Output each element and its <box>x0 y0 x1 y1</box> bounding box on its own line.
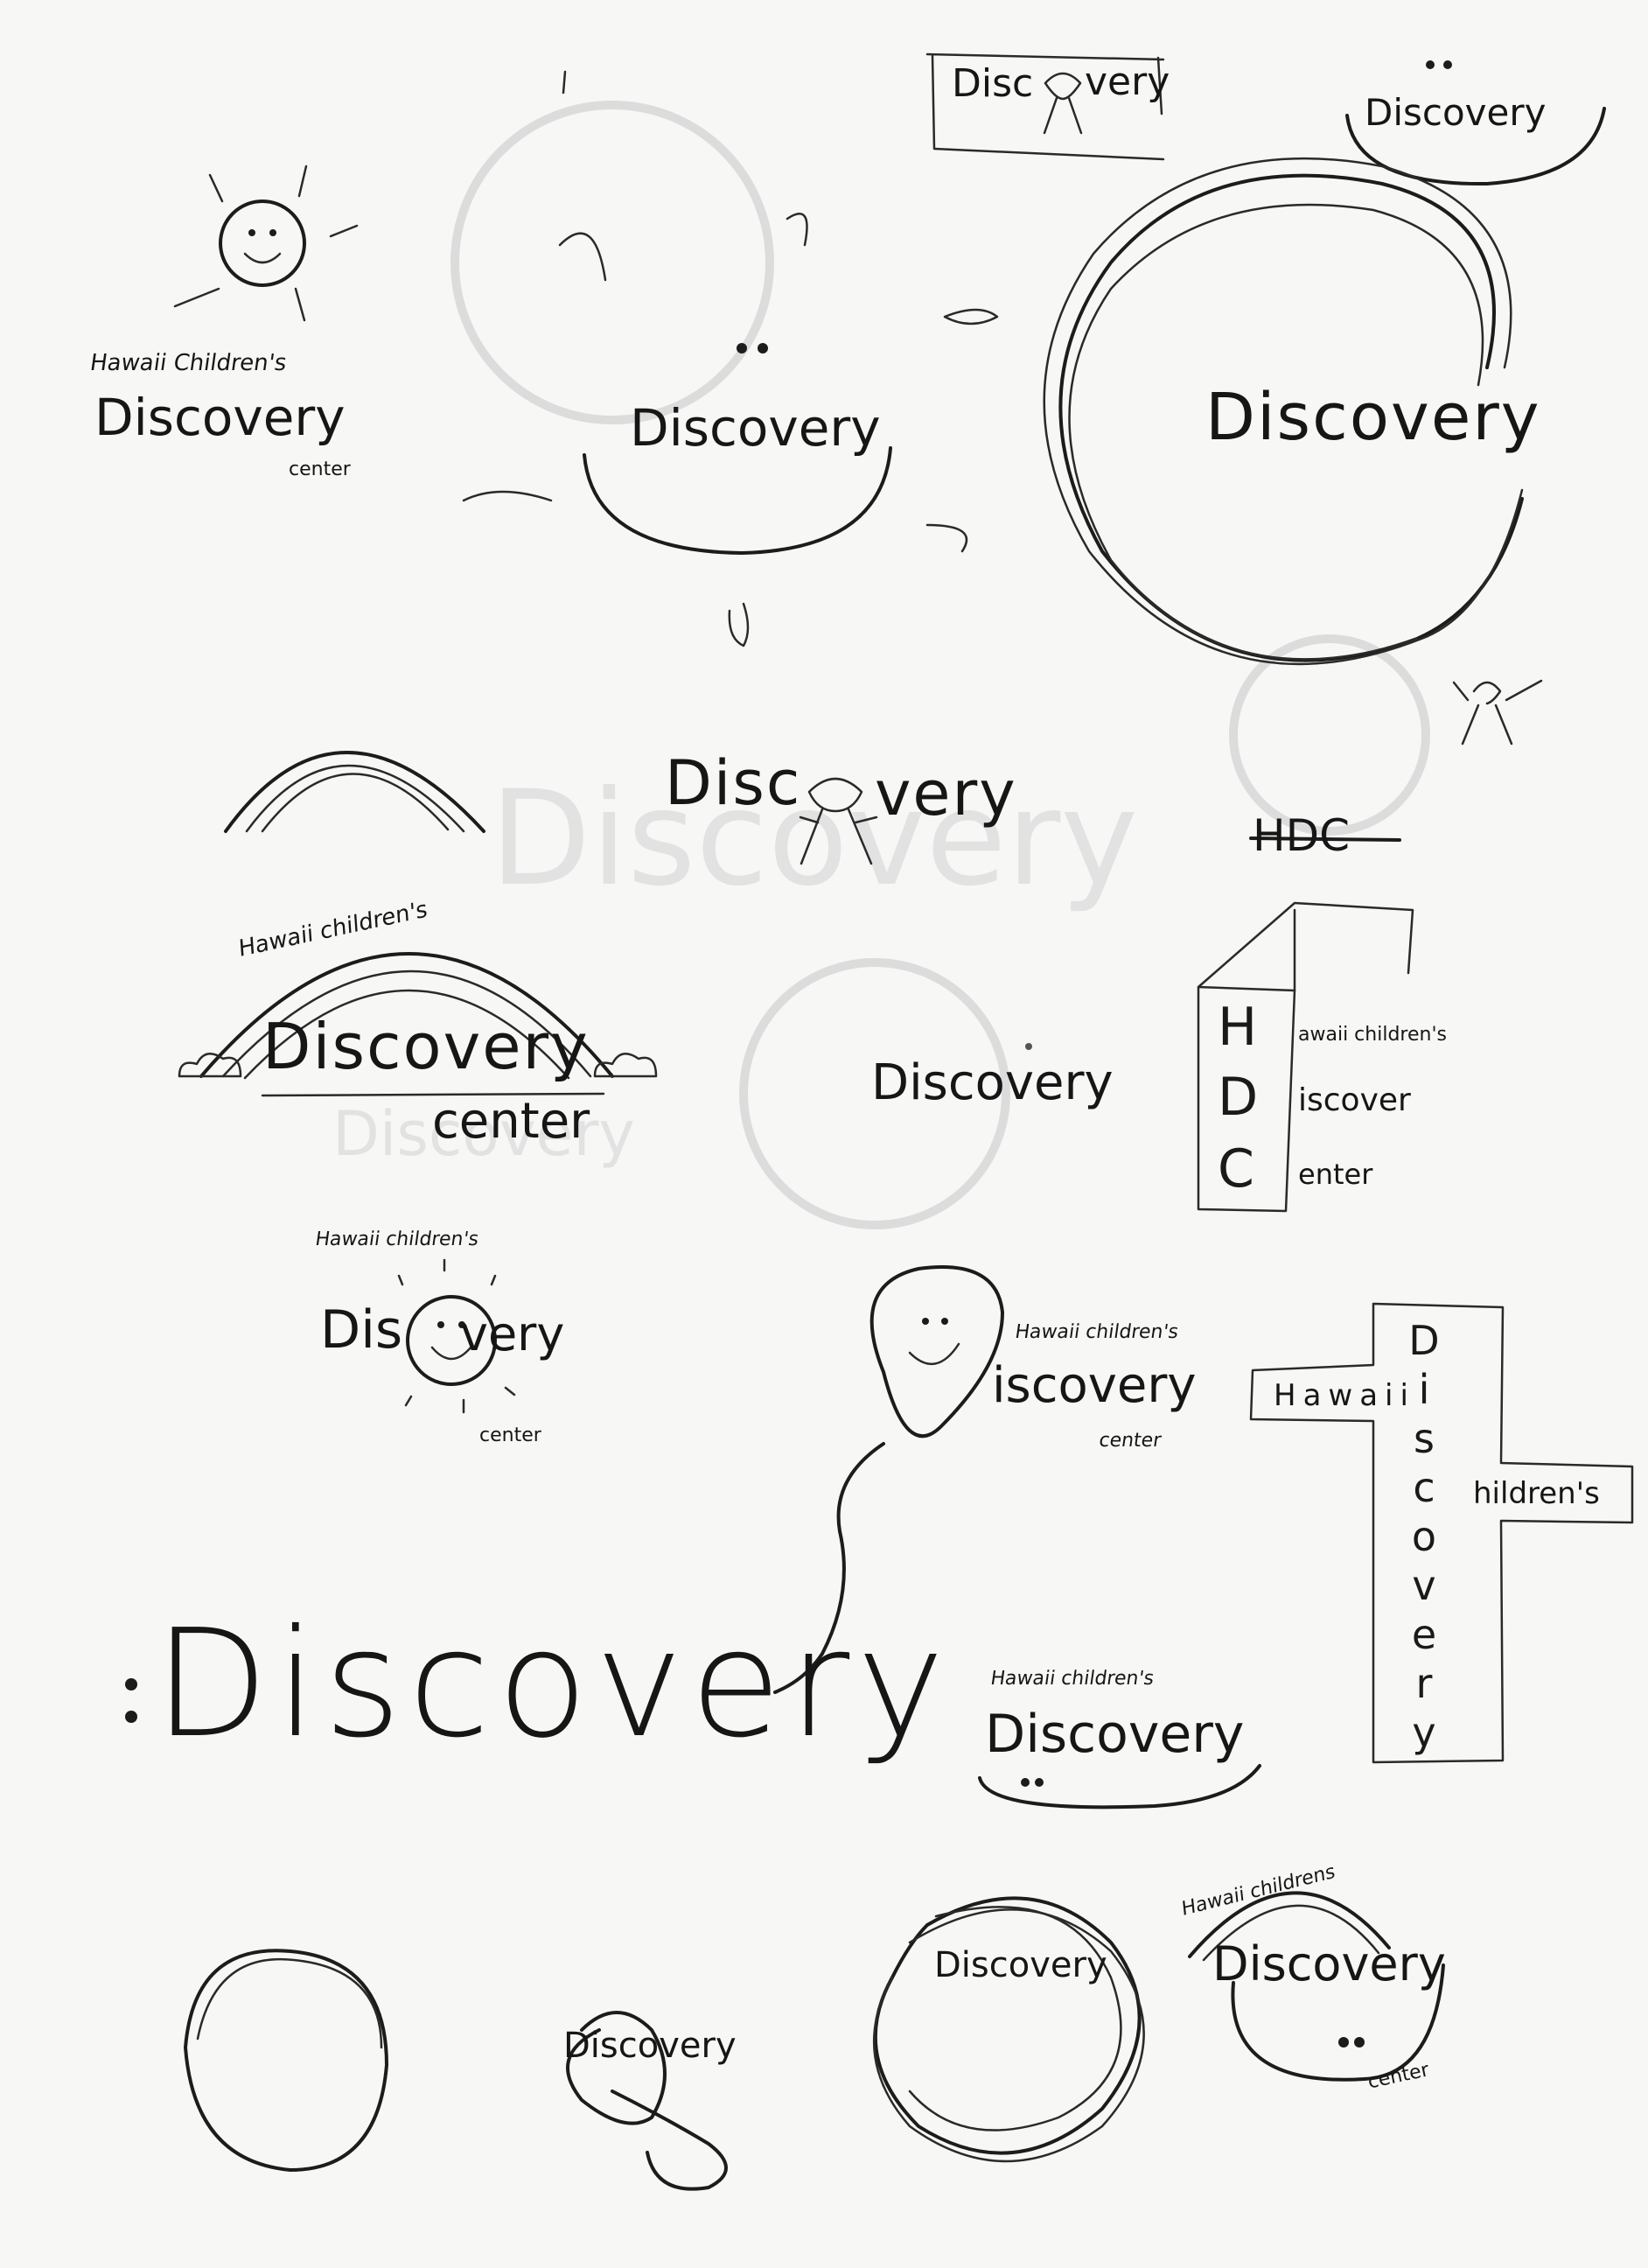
swirl-icon <box>566 2011 728 2191</box>
rainbow-logo-icon <box>178 952 658 1097</box>
hdc-box-icon <box>1197 901 1414 1213</box>
sun-face-icon <box>397 1258 516 1414</box>
huge-word: Discovery <box>154 1598 952 1771</box>
smile-bottom-line1: Hawaii children's <box>988 1668 1156 1690</box>
circle-big-word: Discovery <box>1205 380 1541 455</box>
figure-icon <box>1043 72 1083 135</box>
struck-hdc: HDC <box>1253 810 1351 861</box>
cross-letter: i <box>1418 1366 1430 1413</box>
smile-top-word: Discovery <box>1365 91 1547 134</box>
swirl-circle-icon <box>872 1896 1145 2163</box>
balloon-word: iscovery <box>992 1357 1197 1414</box>
sun-face-line3: center <box>479 1424 541 1446</box>
hdc-letter-h: H <box>1218 997 1258 1058</box>
hdc-letter-c: C <box>1218 1138 1254 1200</box>
figure-center-icon <box>799 777 878 865</box>
smile-arc <box>1345 107 1606 186</box>
balloon-line1: Hawaii children's <box>1013 1321 1180 1343</box>
swirl-circle-word: Discovery <box>934 1945 1107 1985</box>
figure-word-a: Disc <box>665 747 802 819</box>
smile-bottom-arc <box>978 1764 1261 1810</box>
sun-face-word-a: Dis <box>320 1299 403 1361</box>
cross-letter: v <box>1412 1562 1436 1609</box>
hdc-rest-1: awaii children's <box>1298 1024 1447 1046</box>
balloon-icon <box>773 1265 1004 1694</box>
figure-small-icon <box>1452 679 1543 746</box>
swirl-word: Discovery <box>563 2026 737 2066</box>
svg-text:Discovery: Discovery <box>332 1098 635 1170</box>
arc-face-icon <box>1188 1891 1445 2082</box>
sun-small-line1: Hawaii Children's <box>88 350 289 376</box>
sun-big-word: Discovery <box>630 398 881 458</box>
svg-text:Discovery: Discovery <box>490 763 1138 915</box>
box-logo-word-b: very <box>1085 60 1170 104</box>
rainbow-word: Discovery <box>262 1010 590 1083</box>
sun-face-word-b: very <box>460 1306 565 1362</box>
balloon-line3: center <box>1097 1430 1163 1452</box>
cross-letter: y <box>1412 1709 1436 1756</box>
sun-face-line1: Hawaii children's <box>313 1228 480 1250</box>
sun-big-icon <box>462 213 999 648</box>
sun-small-line3: center <box>289 458 351 480</box>
box-frame <box>925 52 1165 161</box>
smile-bottom-word: Discovery <box>985 1704 1245 1765</box>
sun-small-icon <box>173 164 359 322</box>
plain-mid-word: Discovery <box>871 1054 1114 1111</box>
cross-letter: D <box>1408 1317 1440 1364</box>
strike-line <box>1249 836 1401 842</box>
arc-face-word: Discovery <box>1212 1936 1446 1992</box>
cross-letter: e <box>1411 1611 1437 1658</box>
sun-small-word: Discovery <box>94 388 346 447</box>
box-logo-word-a: Disc <box>952 61 1034 106</box>
cross-left: Hawaii <box>1274 1378 1415 1413</box>
circle-big-icon <box>1043 157 1524 666</box>
cross-letter: r <box>1415 1660 1433 1707</box>
cross-right: hildren's <box>1473 1476 1600 1511</box>
figure-word-b: very <box>875 758 1017 830</box>
hdc-letter-d: D <box>1218 1067 1259 1128</box>
rainbow-arc-icon <box>224 751 485 833</box>
ring-icon <box>184 1949 388 2172</box>
cross-letter: c <box>1413 1464 1435 1511</box>
cross-letter: s <box>1414 1415 1435 1462</box>
cross-icon <box>1249 1302 1634 1764</box>
hdc-rest-3: enter <box>1298 1158 1373 1191</box>
cross-letter: o <box>1411 1513 1437 1560</box>
hdc-rest-2: iscover <box>1298 1082 1411 1118</box>
cross-vertical-word: D i s c o v e r y <box>1407 1316 1442 1757</box>
rainbow-line3: center <box>432 1093 590 1150</box>
